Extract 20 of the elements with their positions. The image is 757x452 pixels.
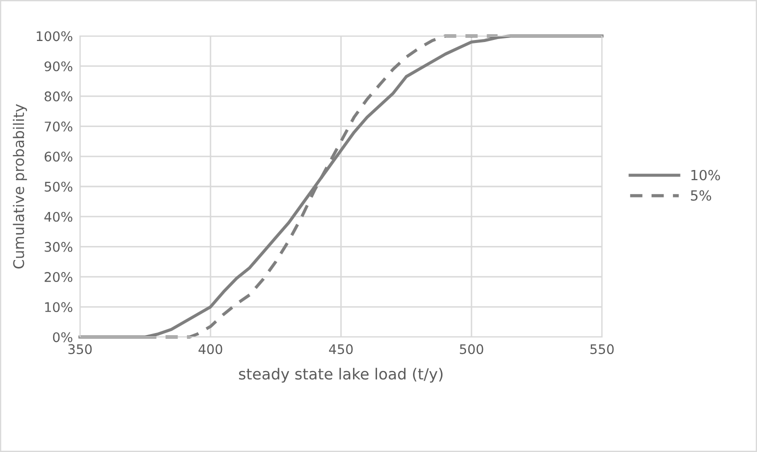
- y-tick-label: 30%: [44, 242, 72, 252]
- x-axis-title: steady state lake load (t/y): [239, 368, 442, 383]
- y-tick-label: 20%: [44, 272, 72, 282]
- x-tick-label: 400: [198, 344, 222, 354]
- y-tick-label: 90%: [44, 61, 72, 72]
- y-tick-label: 100%: [36, 31, 72, 42]
- y-tick-label: 0%: [52, 332, 72, 342]
- y-tick-label: 60%: [44, 152, 72, 162]
- y-tick-label: 70%: [44, 122, 72, 132]
- x-tick-label: 450: [329, 344, 353, 354]
- legend-label: 10%: [691, 170, 720, 180]
- legend-label: 5%: [690, 190, 712, 201]
- y-tick-label: 10%: [45, 302, 72, 312]
- x-tick-label: 500: [460, 344, 484, 354]
- x-tick-label: 350: [68, 344, 92, 354]
- x-tick-label: 550: [590, 344, 614, 354]
- y-tick-label: 40%: [44, 212, 72, 222]
- y-tick-label: 50%: [44, 182, 72, 192]
- y-tick-label: 80%: [44, 91, 72, 102]
- y-axis-title: Cumulative probability: [12, 104, 27, 269]
